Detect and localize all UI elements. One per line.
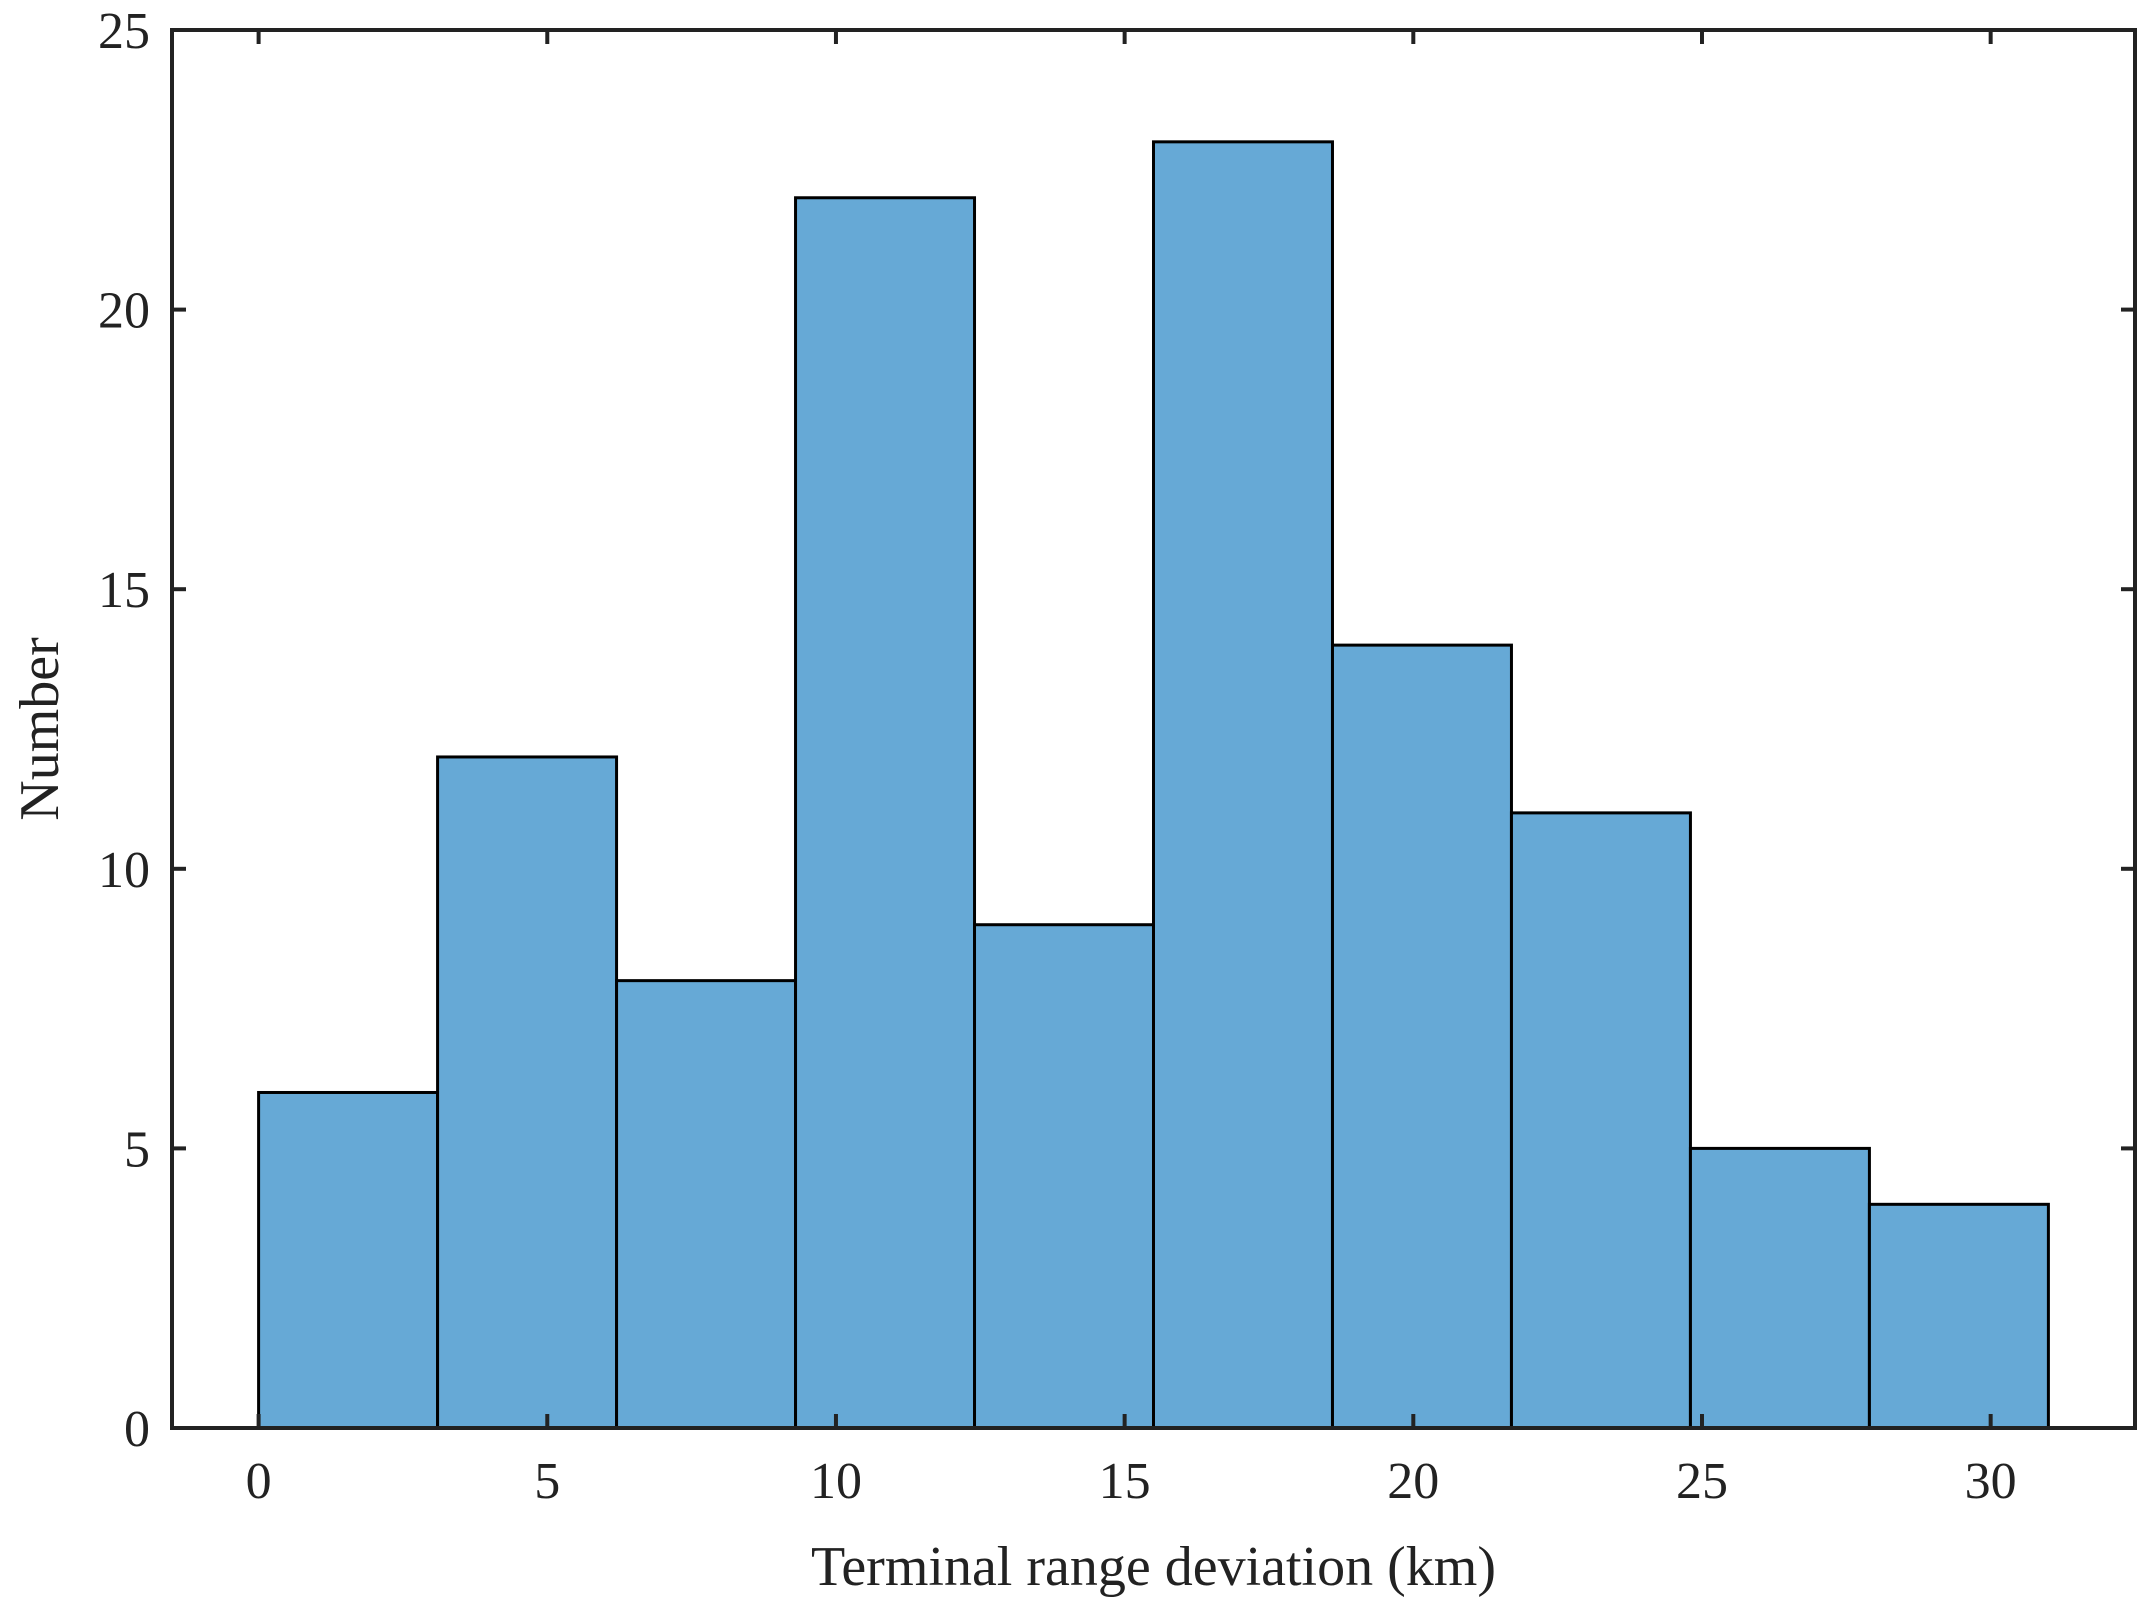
histogram-bar-10 — [1867, 1202, 2050, 1430]
y-axis-label: Number — [9, 637, 71, 821]
histogram-bar-9 — [1688, 1146, 1871, 1430]
histogram-bar-5 — [973, 923, 1155, 1430]
y-tick-label: 20 — [98, 283, 150, 340]
histogram-bar-2 — [436, 755, 619, 1430]
histogram-bar-4 — [794, 196, 977, 1430]
y-tick-labels: 0 5 10 15 20 25 — [98, 3, 150, 1458]
histogram-bar-7 — [1330, 643, 1513, 1430]
x-tick-labels: 0 5 10 15 20 25 30 — [246, 1453, 2017, 1510]
x-tick-label: 5 — [534, 1453, 560, 1510]
x-tick-label: 30 — [1965, 1453, 2017, 1510]
bars — [257, 140, 2050, 1430]
histogram-bar-3 — [615, 979, 798, 1430]
axes-frame — [170, 28, 2137, 1430]
y-tick-label: 15 — [98, 562, 150, 619]
y-tick-label: 10 — [98, 842, 150, 899]
x-axis-label: Terminal range deviation (km) — [811, 1536, 1496, 1598]
x-tick-label: 15 — [1099, 1453, 1151, 1510]
histogram-bar-1 — [257, 1090, 440, 1430]
histogram-bar-6 — [1152, 140, 1334, 1430]
x-tick-label: 25 — [1676, 1453, 1728, 1510]
y-tick-label: 0 — [124, 1401, 150, 1458]
y-tick-label: 5 — [124, 1121, 150, 1178]
x-tick-label: 20 — [1387, 1453, 1439, 1510]
x-tick-label: 10 — [810, 1453, 862, 1510]
y-tick-label: 25 — [98, 3, 150, 60]
histogram-bar-8 — [1509, 811, 1692, 1430]
x-tick-label: 0 — [246, 1453, 272, 1510]
